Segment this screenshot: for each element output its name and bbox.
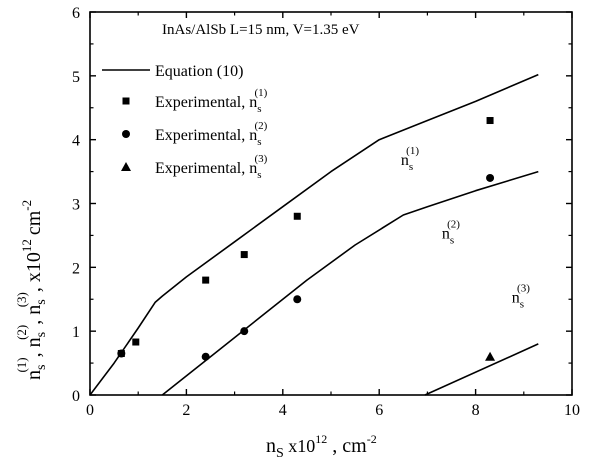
- data-point-circle: [240, 327, 249, 336]
- x-tick-label: 4: [279, 402, 287, 419]
- legend-label: Experimental, ns(3): [155, 153, 268, 181]
- y-tick-label: 6: [72, 5, 80, 22]
- y-tick-label: 0: [72, 388, 80, 405]
- data-point-square: [202, 276, 210, 284]
- equation-curve-2: [161, 170, 539, 396]
- legend-marker-triangle: [121, 162, 131, 171]
- legend-label: Equation (10): [155, 63, 243, 80]
- legend-marker-square: [122, 97, 130, 105]
- data-point-square: [293, 212, 301, 220]
- chart-title: InAs/AlSb L=15 nm, V=1.35 eV: [162, 22, 360, 38]
- curve-label-2: ns(2): [442, 219, 460, 247]
- y-tick-label: 3: [72, 197, 80, 214]
- x-tick-label: 10: [564, 402, 580, 419]
- data-point-circle: [201, 352, 210, 361]
- curve-labels: ns(1) ns(2) ns(3): [401, 145, 530, 310]
- curves: [89, 73, 539, 396]
- legend: Equation (10) Experimental, ns(1) Experime…: [102, 63, 268, 181]
- data-point-square: [486, 117, 494, 125]
- equation-curve-1: [89, 73, 539, 396]
- x-tick-label: 0: [86, 402, 94, 419]
- legend-label: Experimental, ns(1): [155, 87, 268, 115]
- x-tick-label: 6: [375, 402, 383, 419]
- curve-label-3: ns(3): [512, 282, 530, 310]
- y-tick-label: 4: [72, 133, 80, 150]
- x-tick-label: 8: [472, 402, 480, 419]
- points: [117, 117, 496, 361]
- x-tick-label: 2: [182, 402, 190, 419]
- y-tick-label: 1: [72, 324, 80, 341]
- y-tick-label: 5: [72, 69, 80, 86]
- legend-label: Experimental, ns(2): [155, 120, 268, 148]
- data-point-circle: [117, 349, 126, 358]
- curve-label-1: ns(1): [401, 145, 419, 173]
- data-point-square: [132, 338, 140, 346]
- legend-marker-circle: [122, 130, 130, 138]
- x-axis-label: nS x1012 , cm-2: [266, 432, 377, 461]
- data-point-square: [240, 251, 248, 259]
- data-point-triangle: [485, 351, 496, 361]
- ticks: 0 2 4 6 8 10 0 1 2 3 4 5 6: [72, 5, 580, 419]
- y-axis-label: ns(1), ns(2), ns(3), x1012cm-2: [14, 200, 49, 380]
- data-point-circle: [486, 173, 495, 182]
- data-point-circle: [293, 295, 302, 304]
- equation-curve-3: [424, 343, 539, 396]
- y-tick-label: 2: [72, 260, 80, 277]
